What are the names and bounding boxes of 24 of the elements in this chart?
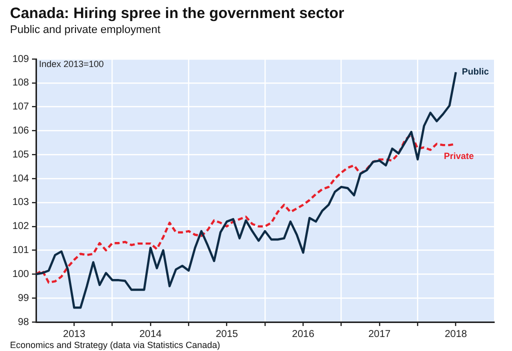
y-tick-label: 108 <box>12 78 30 89</box>
y-tick-label: 105 <box>12 149 30 160</box>
y-tick-label: 102 <box>12 221 30 232</box>
y-tick-label: 99 <box>18 292 30 304</box>
y-tick-label: 103 <box>12 197 30 208</box>
y-tick-label: 100 <box>12 268 30 280</box>
chart-title: Canada: Hiring spree in the government sector <box>10 5 344 22</box>
series-label: Private <box>444 150 474 161</box>
x-tick-label: 2017 <box>368 328 392 340</box>
y-tick-label: 101 <box>12 245 30 256</box>
y-tick-label: 109 <box>12 54 30 65</box>
chart-subtitle: Public and private employment <box>10 24 160 36</box>
x-tick-label: 2014 <box>139 328 162 340</box>
y-tick-label: 106 <box>12 125 30 136</box>
y-tick-label: 98 <box>18 316 30 328</box>
y-tick-label: 107 <box>12 102 30 113</box>
x-tick-label: 2016 <box>292 328 315 340</box>
x-tick-label: 2018 <box>444 328 468 340</box>
text: Economics and Strategy (data via Statistics Canada) <box>10 340 220 350</box>
y-axis-title: Index 2013=100 <box>39 58 104 69</box>
x-tick-label: 2013 <box>63 328 86 340</box>
y-tick-label: 104 <box>12 173 30 184</box>
x-tick-label: 2015 <box>216 328 238 340</box>
series-label: Public <box>462 66 489 77</box>
